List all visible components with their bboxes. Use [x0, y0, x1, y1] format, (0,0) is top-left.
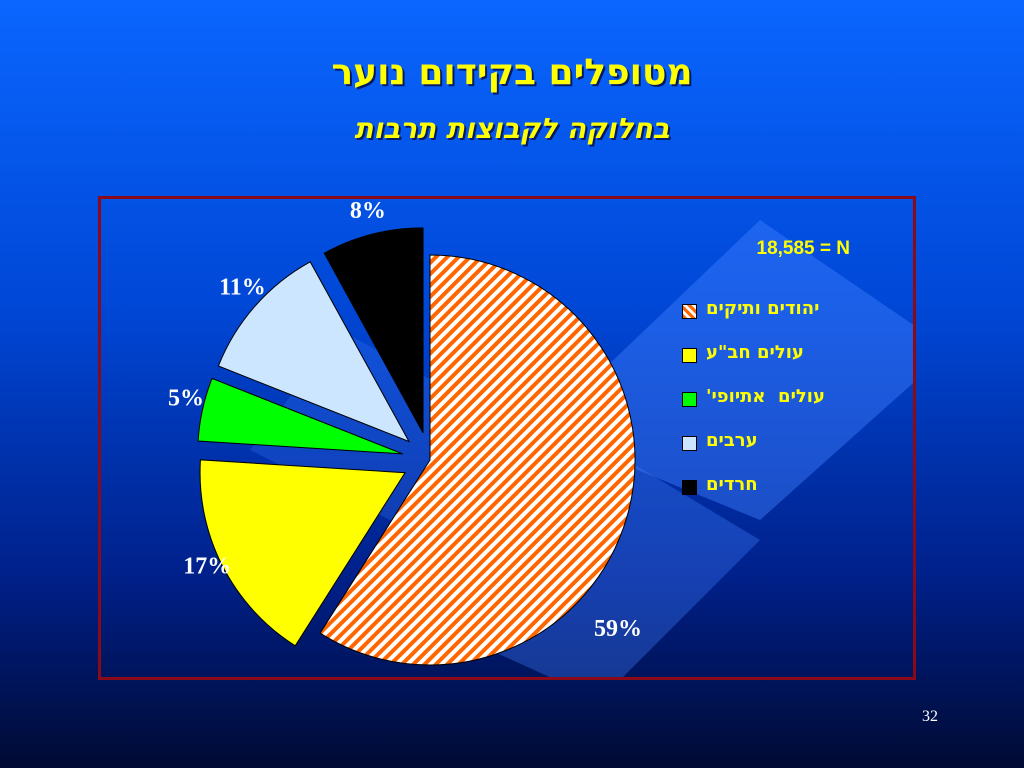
page-number: 32	[922, 708, 938, 725]
legend-label: חרדים	[706, 474, 758, 495]
legend-swatch	[682, 348, 697, 363]
slice-value-label: 11%	[219, 275, 266, 301]
slice-value-label: 17%	[183, 553, 231, 579]
pie-slice	[217, 261, 411, 443]
legend-item: עולים חב"ע	[660, 340, 890, 384]
legend-label: עולים חב"ע	[706, 342, 804, 363]
legend-item: ערבים	[660, 428, 890, 472]
legend-item: חרדים	[660, 472, 890, 516]
slice-value-label: 8%	[350, 198, 386, 224]
legend-swatch	[682, 392, 697, 407]
slide-subtitle: בחלוקה לקבוצות תרבות	[354, 112, 670, 145]
slice-value-label: 59%	[594, 616, 642, 642]
legend-swatch	[682, 480, 697, 495]
legend-label: עולים אתיופי'	[706, 386, 825, 407]
pie-slice	[199, 459, 406, 647]
slice-value-label: 5%	[168, 385, 204, 411]
pie-slice	[319, 254, 636, 666]
slide-title: מטופלים בקידום נוער	[331, 52, 693, 93]
legend-swatch	[682, 436, 697, 451]
pie-slice	[197, 377, 403, 455]
legend-label: יהודים ותיקים	[706, 298, 820, 319]
sample-size-label: 18,585 = N	[756, 238, 851, 259]
chart-legend: יהודים ותיקים עולים חב"ע עולים אתיופי' ערבי…	[660, 296, 890, 516]
legend-item: יהודים ותיקים	[660, 296, 890, 340]
legend-item: עולים אתיופי'	[660, 384, 890, 428]
chart-frame	[98, 196, 916, 680]
legend-label: ערבים	[706, 430, 758, 451]
legend-swatch	[682, 304, 697, 319]
pie-slice	[323, 227, 424, 434]
